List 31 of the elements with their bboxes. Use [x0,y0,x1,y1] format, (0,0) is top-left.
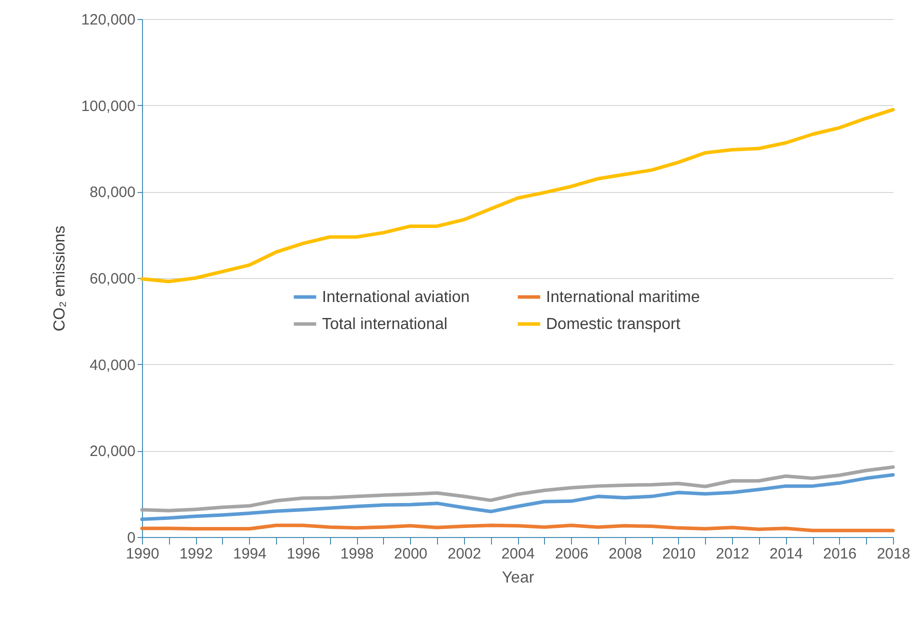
line-series [140,473,895,522]
legend-label: International maritime [546,289,700,306]
line-series [140,108,895,284]
x-tick-label: 2012 [716,546,750,562]
line-series [140,465,895,512]
y-tick-label: 20,000 [90,443,136,460]
y-tick-label: 40,000 [90,356,136,374]
y-tick-label: 100,000 [81,98,136,115]
x-tick-label: 2004 [501,546,535,562]
x-tick-label: 2018 [876,546,910,562]
x-tick-label: 2016 [823,546,857,562]
y-tick-label: 80,000 [90,184,136,202]
x-tick-label: 2006 [554,546,588,562]
x-tick-label: 2008 [608,546,642,562]
x-tick-label: 2014 [770,546,803,562]
y-tick-label: 60,000 [90,270,136,288]
x-tick-label: 2002 [448,546,482,562]
x-tick-label: 1990 [126,546,160,562]
x-tick-label: 2000 [394,546,428,562]
x-tick-label: 2010 [662,546,696,562]
x-tick-label: 1994 [233,546,266,562]
y-tick-label: 120,000 [81,12,136,28]
y-axis-title: CO₂ emissions [51,226,68,332]
x-tick-label: 1998 [340,546,374,562]
x-axis-title: Year [502,570,535,586]
x-tick-label: 1992 [179,546,213,562]
y-tick-label: 0 [127,530,136,546]
x-tick-label: 1996 [286,546,320,562]
legend-label: Domestic transport [546,316,681,333]
legend-label: Total international [322,316,448,333]
legend-label: International aviation [322,289,470,306]
